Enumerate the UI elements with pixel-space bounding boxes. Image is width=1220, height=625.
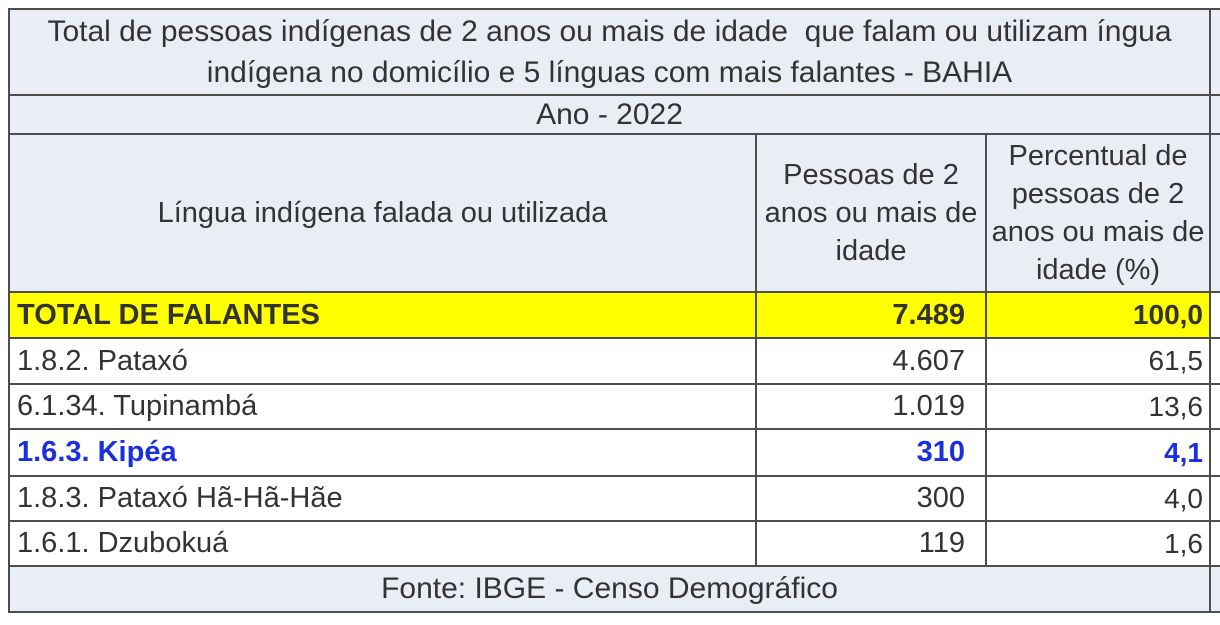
clipped-edge-cell — [1211, 339, 1220, 383]
clipped-edge-cell — [1211, 477, 1220, 520]
percent-cell: 13,6 — [987, 385, 1209, 428]
language-cell: 1.6.1. Dzubokuá — [10, 522, 755, 565]
total-percent-cell: 100,0 — [987, 293, 1209, 337]
people-count-cell: 1.019 — [757, 385, 985, 428]
year-label: Ano - 2022 — [10, 96, 1209, 133]
total-label-cell: TOTAL DE FALANTES — [10, 293, 755, 337]
people-count-cell: 300 — [757, 477, 985, 520]
table-title: Total de pessoas indígenas de 2 anos ou … — [10, 10, 1209, 94]
language-cell: 1.8.2. Pataxó — [10, 339, 755, 383]
column-header-people: Pessoas de 2 anos ou mais de idade — [757, 135, 985, 291]
language-cell: 1.8.3. Pataxó Hã-Hã-Hãe — [10, 477, 755, 520]
people-count-cell: 119 — [757, 522, 985, 565]
language-cell: 6.1.34. Tupinambá — [10, 385, 755, 428]
column-header-language: Língua indígena falada ou utilizada — [10, 135, 755, 291]
clipped-edge-cell — [1211, 10, 1220, 94]
total-people-cell: 7.489 — [757, 293, 985, 337]
percent-cell: 4,1 — [987, 430, 1209, 475]
clipped-edge-cell — [1211, 135, 1220, 291]
clipped-edge-cell — [1211, 430, 1220, 475]
clipped-edge-cell — [1211, 96, 1220, 133]
clipped-edge-cell — [1211, 293, 1220, 337]
percent-cell: 1,6 — [987, 522, 1209, 565]
language-cell: 1.6.3. Kipéa — [10, 430, 755, 475]
clipped-edge-cell — [1211, 385, 1220, 428]
percent-cell: 61,5 — [987, 339, 1209, 383]
people-count-cell: 4.607 — [757, 339, 985, 383]
source-label: Fonte: IBGE - Censo Demográfico — [10, 567, 1209, 611]
clipped-edge-cell — [1211, 567, 1220, 611]
people-count-cell: 310 — [757, 430, 985, 475]
column-header-percent: Percentual de pessoas de 2 anos ou mais … — [987, 135, 1209, 291]
clipped-edge-cell — [1211, 522, 1220, 565]
indigenous-language-table: Total de pessoas indígenas de 2 anos ou … — [8, 8, 1220, 613]
percent-cell: 4,0 — [987, 477, 1209, 520]
